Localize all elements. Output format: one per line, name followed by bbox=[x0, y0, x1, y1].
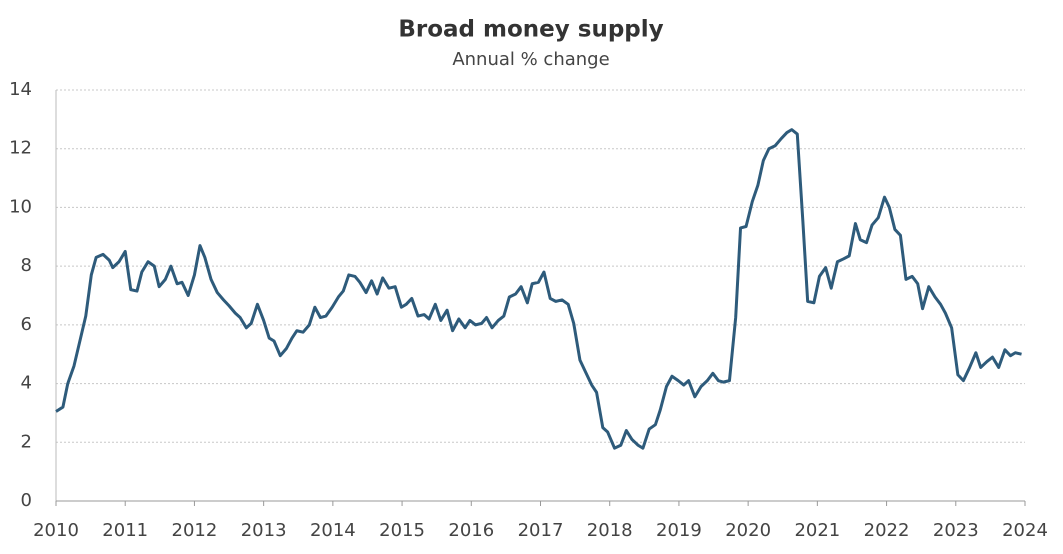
line bbox=[55, 128, 1022, 450]
x-tick-label: 2019 bbox=[656, 520, 702, 541]
x-tick-label: 2015 bbox=[379, 520, 425, 541]
x-tick-label: 2017 bbox=[518, 520, 564, 541]
y-tick-label: 12 bbox=[9, 138, 32, 159]
x-tick-label: 2023 bbox=[933, 520, 979, 541]
y-tick-label: 6 bbox=[21, 314, 32, 335]
x-tick-label: 2021 bbox=[794, 520, 840, 541]
y-tick-label: 10 bbox=[9, 196, 32, 217]
y-tick-label: 2 bbox=[21, 431, 32, 452]
chart-subtitle: Annual % change bbox=[452, 49, 609, 70]
x-tick-label: 2022 bbox=[864, 520, 910, 541]
y-tick-label: 8 bbox=[21, 255, 32, 276]
x-tick-label: 2016 bbox=[448, 520, 494, 541]
x-tick-label: 2010 bbox=[33, 520, 79, 541]
x-tick-label: 2018 bbox=[587, 520, 633, 541]
x-tick-label: 2013 bbox=[241, 520, 287, 541]
x-tick-label: 2024 bbox=[1002, 520, 1048, 541]
chart-title: Broad money supply bbox=[398, 17, 663, 43]
x-tick-label: 2014 bbox=[310, 520, 356, 541]
y-tick-label: 4 bbox=[21, 373, 32, 394]
y-tick-label: 0 bbox=[21, 490, 32, 511]
x-tick-label: 2011 bbox=[102, 520, 148, 541]
x-tick-label: 2020 bbox=[725, 520, 771, 541]
x-tick-label: 2012 bbox=[172, 520, 218, 541]
y-tick-label: 14 bbox=[9, 79, 32, 100]
